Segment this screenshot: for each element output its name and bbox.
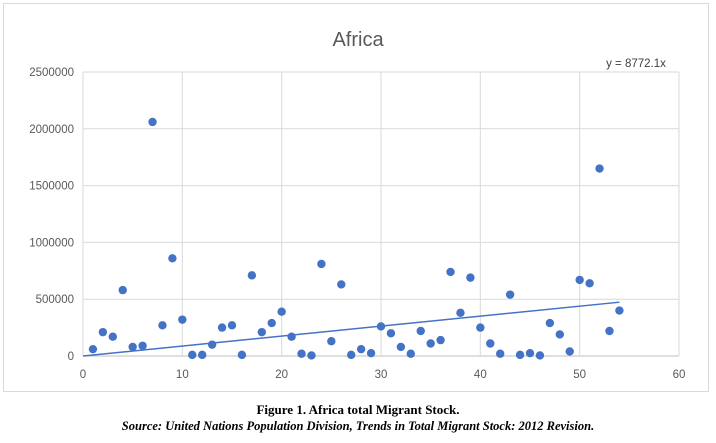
- data-point: [237, 350, 247, 360]
- gridlines: [82, 71, 680, 357]
- data-point: [297, 349, 306, 358]
- data-point: [545, 318, 555, 328]
- data-point: [138, 341, 147, 350]
- data-point: [416, 326, 425, 336]
- axes: 0 500000 1000000 1500000 2000000 2500000 0 10 20…: [29, 67, 685, 381]
- x-tick-label: 60: [673, 369, 686, 381]
- data-point: [307, 351, 316, 360]
- data-point: [575, 275, 584, 285]
- data-point: [267, 318, 276, 328]
- data-point: [555, 330, 564, 339]
- data-point: [436, 335, 445, 345]
- data-point: [327, 337, 336, 346]
- data-point: [535, 351, 545, 360]
- x-tick-label: 0: [80, 369, 86, 381]
- figure-source: Source: United Nations Population Divisi…: [121, 419, 595, 433]
- data-point: [456, 308, 465, 318]
- figure-caption: Figure 1. Africa total Migrant Stock.: [256, 402, 460, 417]
- data-point: [108, 332, 118, 341]
- y-tick-label: 0: [68, 351, 74, 363]
- data-point: [317, 259, 326, 269]
- data-point: [287, 332, 296, 341]
- trendline-equation: y = 8772.1x: [606, 58, 666, 70]
- y-tick-label: 500000: [36, 294, 74, 306]
- x-tick-label: 40: [474, 369, 487, 381]
- y-tick-label: 2500000: [29, 67, 74, 79]
- data-point: [406, 349, 415, 358]
- data-point: [426, 339, 435, 348]
- data-point: [128, 342, 137, 352]
- data-point: [168, 254, 177, 263]
- data-point: [605, 326, 614, 336]
- data-point: [386, 329, 396, 338]
- data-point: [337, 280, 346, 289]
- data-point: [366, 348, 376, 358]
- y-tick-label: 1000000: [29, 237, 74, 249]
- data-point: [565, 347, 574, 356]
- x-tick-label: 50: [573, 369, 586, 381]
- data-point: [118, 285, 127, 295]
- trendline: [82, 301, 620, 357]
- data-point: [277, 307, 286, 316]
- chart-area: 0 500000 1000000 1500000 2000000 2500000 0 10 20…: [3, 3, 709, 392]
- data-point: [396, 342, 406, 352]
- data-point: [585, 279, 594, 288]
- x-tick-label: 20: [275, 369, 288, 381]
- data-point: [525, 348, 535, 358]
- data-point: [615, 306, 624, 315]
- data-point: [88, 344, 98, 354]
- data-point: [466, 273, 475, 282]
- data-point: [98, 327, 108, 337]
- data-point: [198, 350, 207, 360]
- scatter-chart: 0 500000 1000000 1500000 2000000 2500000 0 10 20…: [29, 29, 685, 381]
- trendline-group: [82, 301, 620, 357]
- data-point: [217, 323, 227, 332]
- data-point: [595, 164, 604, 173]
- data-point: [207, 340, 217, 349]
- data-point: [486, 339, 495, 348]
- x-tick-label: 30: [375, 369, 388, 381]
- data-point: [188, 350, 197, 360]
- data-points: [88, 117, 624, 360]
- data-point: [257, 327, 266, 337]
- data-point: [158, 321, 167, 330]
- data-point: [446, 267, 455, 277]
- data-point: [515, 350, 525, 360]
- data-point: [505, 290, 515, 299]
- data-point: [476, 323, 485, 332]
- data-point: [148, 117, 157, 127]
- data-point: [347, 350, 356, 360]
- x-tick-label: 10: [176, 369, 189, 381]
- y-tick-label: 1500000: [29, 181, 74, 193]
- data-point: [356, 344, 366, 354]
- data-point: [376, 322, 386, 331]
- chart-title: Africa: [332, 29, 384, 51]
- y-tick-label: 2000000: [29, 124, 74, 136]
- data-point: [227, 321, 237, 330]
- data-point: [247, 271, 257, 280]
- data-point: [496, 349, 505, 358]
- data-point: [178, 315, 187, 324]
